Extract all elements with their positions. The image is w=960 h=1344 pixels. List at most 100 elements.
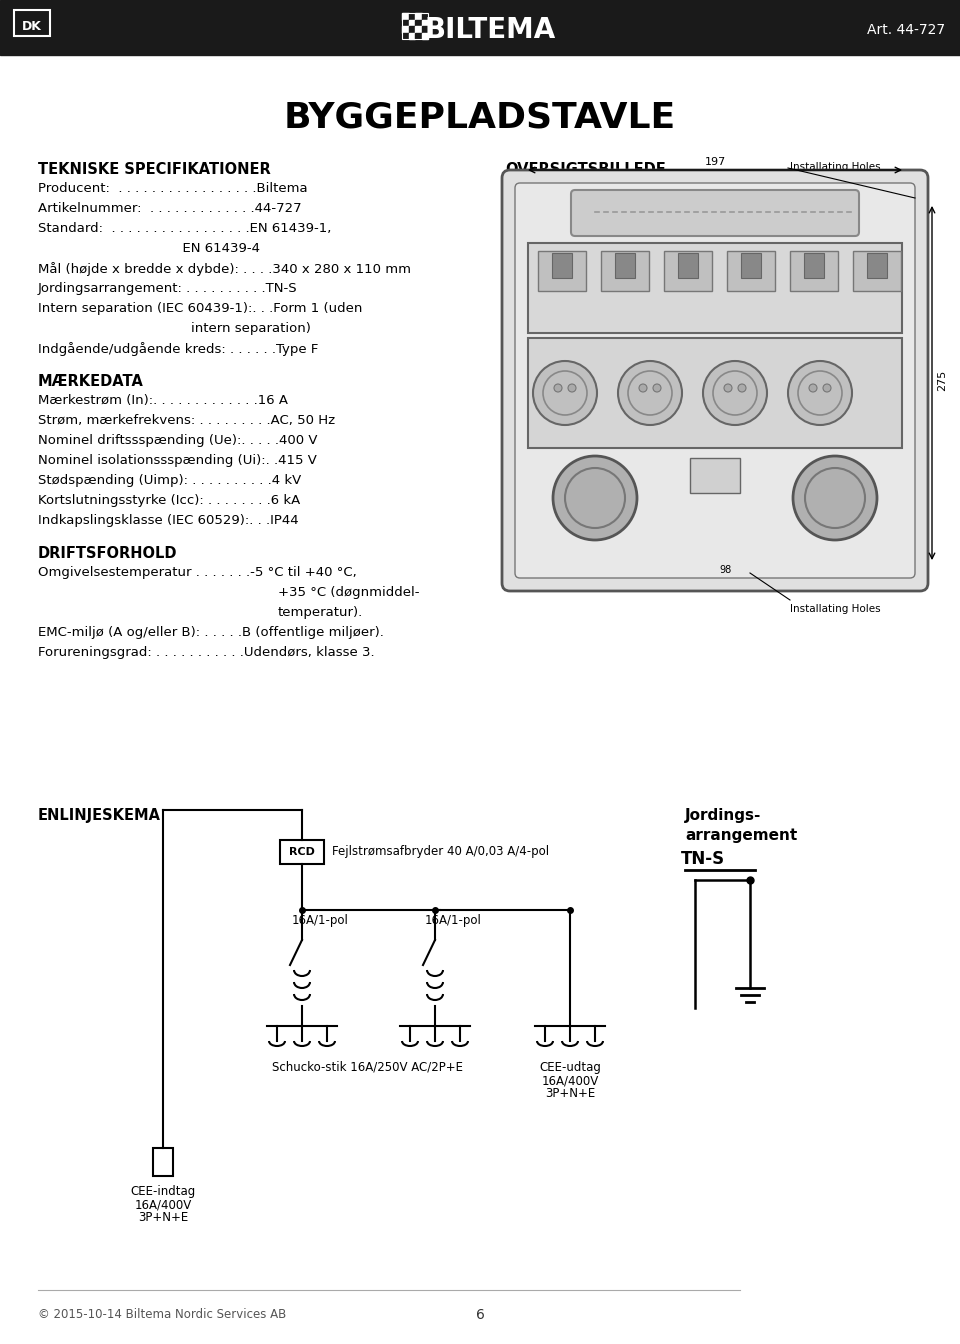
Circle shape — [793, 456, 877, 540]
Text: © 2015-10-14 Biltema Nordic Services AB: © 2015-10-14 Biltema Nordic Services AB — [38, 1308, 286, 1321]
Bar — [867, 253, 887, 278]
Text: Jordingsarrangement: . . . . . . . . . .TN-S: Jordingsarrangement: . . . . . . . . . .… — [38, 282, 298, 294]
Text: Nominel driftssspænding (Ue):. . . . .400 V: Nominel driftssspænding (Ue):. . . . .40… — [38, 434, 318, 448]
Bar — [402, 26, 409, 32]
Text: Forureningsgrad: . . . . . . . . . . .Udendørs, klasse 3.: Forureningsgrad: . . . . . . . . . . .Ud… — [38, 646, 374, 659]
Text: arrangement: arrangement — [685, 828, 797, 843]
Text: 98: 98 — [719, 564, 732, 575]
Bar — [415, 26, 421, 32]
Circle shape — [554, 384, 562, 392]
Bar — [790, 251, 838, 292]
Text: 16A/400V: 16A/400V — [134, 1198, 192, 1211]
Circle shape — [568, 384, 576, 392]
Text: Kortslutningsstyrke (Icc): . . . . . . . .6 kA: Kortslutningsstyrke (Icc): . . . . . . .… — [38, 495, 300, 507]
Text: CEE-udtag: CEE-udtag — [540, 1060, 601, 1074]
Text: IP44: IP44 — [726, 427, 744, 437]
Bar — [804, 253, 824, 278]
Circle shape — [809, 384, 817, 392]
Text: 275: 275 — [937, 370, 947, 391]
Text: DRIFTSFORHOLD: DRIFTSFORHOLD — [38, 546, 178, 560]
Circle shape — [823, 384, 831, 392]
Bar — [664, 251, 712, 292]
Text: Schucko-stik 16A/250V AC/2P+E: Schucko-stik 16A/250V AC/2P+E — [273, 1060, 464, 1074]
Bar — [402, 20, 409, 26]
Text: intern separation): intern separation) — [38, 323, 311, 335]
Bar — [14, 9, 50, 36]
Text: Stødspænding (Uimp): . . . . . . . . . .4 kV: Stødspænding (Uimp): . . . . . . . . . .… — [38, 474, 301, 487]
Text: Mærkestrøm (In):. . . . . . . . . . . . .16 A: Mærkestrøm (In):. . . . . . . . . . . . … — [38, 394, 288, 407]
Text: TEKNISKE SPECIFIKATIONER: TEKNISKE SPECIFIKATIONER — [38, 163, 271, 177]
Text: Indgående/udgående kreds: . . . . . .Type F: Indgående/udgående kreds: . . . . . .Typ… — [38, 341, 319, 356]
Text: RCD: RCD — [289, 847, 315, 857]
Bar — [402, 13, 409, 20]
Text: CEE-indtag: CEE-indtag — [131, 1185, 196, 1198]
Circle shape — [553, 456, 637, 540]
Bar — [601, 251, 649, 292]
Bar — [409, 26, 415, 32]
FancyBboxPatch shape — [502, 169, 928, 591]
Text: Omgivelsestemperatur . . . . . . .-5 °C til +40 °C,: Omgivelsestemperatur . . . . . . .-5 °C … — [38, 566, 357, 579]
Text: IP44: IP44 — [556, 427, 574, 437]
Bar — [528, 337, 902, 448]
Bar — [415, 13, 421, 20]
Text: Standard:  . . . . . . . . . . . . . . . . .EN 61439-1,: Standard: . . . . . . . . . . . . . . . … — [38, 222, 331, 235]
Text: 16A/1-pol: 16A/1-pol — [292, 914, 348, 927]
Circle shape — [533, 362, 597, 425]
Bar — [409, 32, 415, 39]
Text: Installating Holes: Installating Holes — [790, 163, 880, 172]
Bar — [409, 20, 415, 26]
Text: EMC-miljø (A og/eller B): . . . . .B (offentlige miljøer).: EMC-miljø (A og/eller B): . . . . .B (of… — [38, 626, 384, 638]
Bar — [421, 32, 428, 39]
Bar — [552, 253, 572, 278]
Text: +35 °C (døgnmiddel-: +35 °C (døgnmiddel- — [278, 586, 420, 599]
Text: BILTEMA: BILTEMA — [424, 16, 556, 44]
Circle shape — [788, 362, 852, 425]
Text: Indkapslingsklasse (IEC 60529):. . .IP44: Indkapslingsklasse (IEC 60529):. . .IP44 — [38, 513, 299, 527]
Text: OVERSIGTSBILLEDE: OVERSIGTSBILLEDE — [505, 163, 665, 177]
Text: BYGGEPLADSTAVLE: BYGGEPLADSTAVLE — [284, 101, 676, 134]
Text: Jordings-: Jordings- — [685, 808, 761, 823]
Bar — [853, 251, 901, 292]
Text: Nominel isolationssspænding (Ui):. .415 V: Nominel isolationssspænding (Ui):. .415 … — [38, 454, 317, 466]
Bar — [727, 251, 775, 292]
Text: MÆRKEDATA: MÆRKEDATA — [38, 374, 144, 388]
Circle shape — [738, 384, 746, 392]
Circle shape — [724, 384, 732, 392]
Text: TN-S: TN-S — [681, 849, 725, 868]
Text: ENLINJESKEMA: ENLINJESKEMA — [38, 808, 161, 823]
Text: temperatur).: temperatur). — [278, 606, 363, 620]
Bar — [421, 20, 428, 26]
Bar — [415, 20, 421, 26]
Text: Art. 44-727: Art. 44-727 — [867, 23, 945, 38]
Text: DK: DK — [22, 20, 42, 32]
Bar — [678, 253, 698, 278]
Text: 16A/1-pol: 16A/1-pol — [425, 914, 482, 927]
Bar — [280, 840, 324, 864]
Bar — [421, 13, 428, 20]
Bar — [415, 32, 421, 39]
Text: EN 61439-4: EN 61439-4 — [38, 242, 260, 255]
Bar — [690, 458, 740, 493]
Bar — [153, 1148, 173, 1176]
Circle shape — [703, 362, 767, 425]
Bar — [402, 13, 428, 39]
Text: IP44: IP44 — [811, 427, 829, 437]
Circle shape — [653, 384, 661, 392]
Text: Fejlstrømsafbryder 40 A/0,03 A/4-pol: Fejlstrømsafbryder 40 A/0,03 A/4-pol — [332, 845, 549, 859]
Text: Mål (højde x bredde x dybde): . . . .340 x 280 x 110 mm: Mål (højde x bredde x dybde): . . . .340… — [38, 262, 411, 276]
Circle shape — [639, 384, 647, 392]
FancyBboxPatch shape — [515, 183, 915, 578]
Bar — [402, 32, 409, 39]
Text: 197: 197 — [705, 157, 726, 167]
Bar — [421, 26, 428, 32]
Text: IP44: IP44 — [641, 427, 660, 437]
Text: 6: 6 — [475, 1308, 485, 1322]
Bar — [538, 251, 586, 292]
Bar — [615, 253, 635, 278]
Text: Strøm, mærkefrekvens: . . . . . . . . .AC, 50 Hz: Strøm, mærkefrekvens: . . . . . . . . .A… — [38, 414, 335, 427]
Bar — [0, 0, 960, 55]
Text: Installating Holes: Installating Holes — [790, 603, 880, 614]
FancyBboxPatch shape — [571, 190, 859, 237]
Text: 3P+N+E: 3P+N+E — [138, 1211, 188, 1224]
Circle shape — [618, 362, 682, 425]
